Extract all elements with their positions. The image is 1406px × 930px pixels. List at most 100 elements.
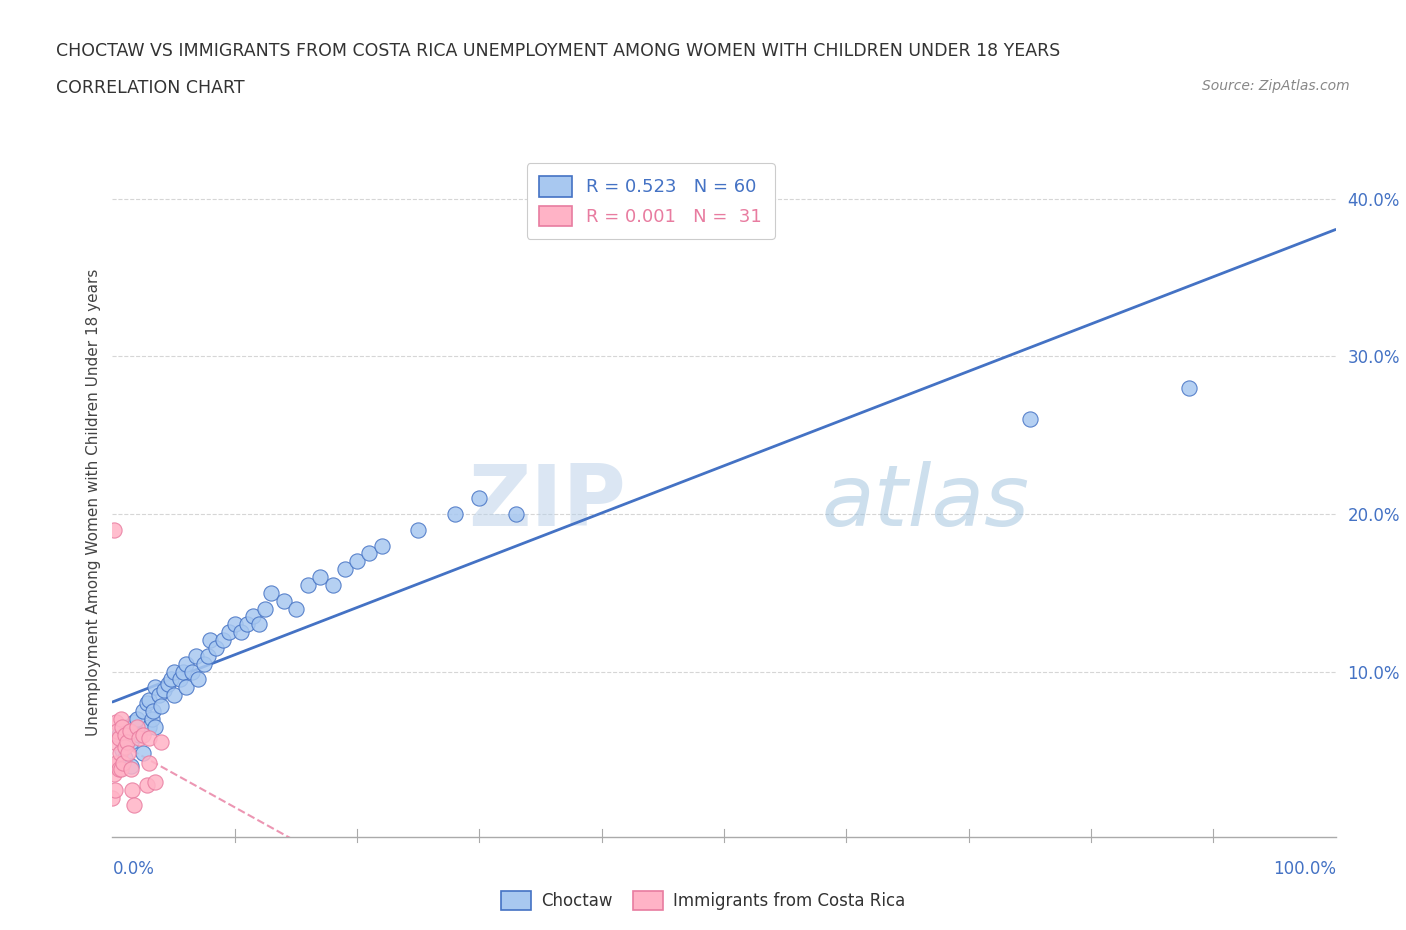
Text: CHOCTAW VS IMMIGRANTS FROM COSTA RICA UNEMPLOYMENT AMONG WOMEN WITH CHILDREN UND: CHOCTAW VS IMMIGRANTS FROM COSTA RICA UN… [56,42,1060,60]
Point [103,766,125,781]
Point [142,703,165,718]
Point [120,735,142,750]
Text: Source: ZipAtlas.com: Source: ZipAtlas.com [1202,79,1350,93]
Point [236,617,259,631]
Point [260,585,283,600]
Text: ZIP: ZIP [468,460,626,544]
Point [141,711,163,726]
Point [229,625,252,640]
Point [143,775,166,790]
Point [309,569,332,584]
Point [1178,380,1201,395]
Point [284,601,308,616]
Point [107,762,129,777]
Point [193,657,215,671]
Legend: R = 0.523   N = 60, R = 0.001   N =  31: R = 0.523 N = 60, R = 0.001 N = 31 [527,163,775,239]
Point [135,696,157,711]
Point [118,724,141,738]
Point [359,546,381,561]
Point [135,777,157,792]
Point [120,759,142,774]
Point [247,617,270,631]
Point [124,714,146,729]
Point [128,727,150,742]
Point [120,762,142,777]
Point [114,751,136,765]
Point [174,657,197,671]
Point [184,648,207,663]
Point [333,562,356,577]
Point [138,719,160,734]
Point [128,730,150,745]
Point [138,730,160,745]
Point [242,609,264,624]
Point [408,523,430,538]
Point [107,730,129,745]
Point [254,601,277,616]
Point [444,507,467,522]
Point [197,648,219,663]
Point [107,727,129,742]
Point [218,625,240,640]
Point [105,724,128,738]
Point [143,680,166,695]
Point [174,680,197,695]
Point [138,755,160,770]
Point [181,664,204,679]
Point [169,672,191,687]
Point [224,617,246,631]
Point [163,664,186,679]
Point [114,739,136,754]
Point [138,693,160,708]
Point [114,727,136,742]
Point [205,641,228,656]
Point [115,735,138,750]
Point [108,746,131,761]
Point [101,759,124,774]
Point [346,554,368,569]
Point [150,735,173,750]
Point [111,743,134,758]
Point [143,719,166,734]
Text: CORRELATION CHART: CORRELATION CHART [56,79,245,97]
Point [121,782,143,797]
Point [468,491,491,506]
Point [1018,412,1040,427]
Legend: Choctaw, Immigrants from Costa Rica: Choctaw, Immigrants from Costa Rica [495,884,911,917]
Point [117,746,139,761]
Text: 100.0%: 100.0% [1272,860,1336,879]
Point [110,711,132,726]
Point [370,538,392,553]
Point [112,755,135,770]
Point [148,688,170,703]
Point [160,672,183,687]
Point [125,719,148,734]
Point [111,719,134,734]
Point [103,735,125,750]
Point [115,719,138,734]
Point [105,714,128,729]
Point [153,683,176,698]
Point [105,755,128,770]
Point [322,578,344,592]
Point [156,677,179,692]
Point [101,790,124,805]
Point [150,698,173,713]
Point [297,578,319,592]
Point [211,632,233,647]
Point [132,727,155,742]
Point [200,632,222,647]
Text: 0.0%: 0.0% [112,860,155,879]
Point [124,798,146,813]
Point [505,507,527,522]
Point [172,664,194,679]
Point [163,688,186,703]
Point [125,711,148,726]
Point [132,746,155,761]
Y-axis label: Unemployment Among Women with Children Under 18 years: Unemployment Among Women with Children U… [86,269,101,736]
Point [187,672,209,687]
Point [104,782,127,797]
Point [103,523,125,538]
Text: atlas: atlas [823,460,1031,544]
Point [273,593,295,608]
